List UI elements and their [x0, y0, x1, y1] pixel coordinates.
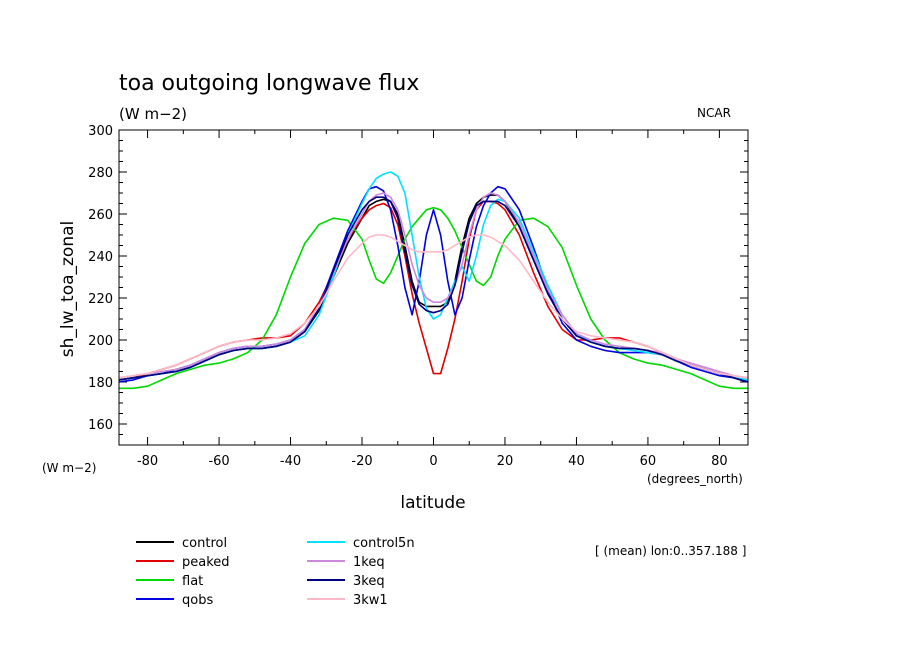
- y-tick-label: 240: [88, 250, 113, 265]
- mean-note: [ (mean) lon:0..357.188 ]: [595, 544, 746, 558]
- axis-ticks: -80 -60 -40 -20 0 20 40 60 80 160 180 200 220 240 260 2…: [88, 124, 748, 469]
- x-tick-label: 60: [640, 454, 657, 469]
- x-tick-label: -20: [351, 454, 372, 469]
- source-label: NCAR: [697, 106, 731, 120]
- chart-subtitle: (W m−2): [119, 105, 187, 123]
- x-tick-label: 80: [711, 454, 728, 469]
- chart-title: toa outgoing longwave flux: [119, 71, 419, 96]
- x-tick-label: 40: [568, 454, 585, 469]
- legend-label: qobs: [182, 593, 213, 608]
- legend-label: 3keq: [353, 574, 385, 589]
- legend-label: 3kw1: [353, 593, 388, 608]
- y-tick-label: 180: [88, 376, 113, 391]
- x-tick-label: 20: [497, 454, 514, 469]
- y-axis-label: sh_lw_toa_zonal: [58, 221, 78, 357]
- y-tick-label: 160: [88, 418, 113, 433]
- legend-label: control5n: [353, 536, 415, 551]
- series-line-3keq: [118, 196, 749, 383]
- y-tick-label: 220: [88, 292, 113, 307]
- series-line-flat: [119, 206, 748, 390]
- y-unit-label: (W m−2): [42, 461, 96, 475]
- y-tick-label: 200: [88, 334, 113, 349]
- series-lines: [118, 171, 749, 390]
- series-line-3kw1: [118, 234, 749, 379]
- legend-label: peaked: [182, 555, 230, 570]
- x-tick-label: -40: [280, 454, 301, 469]
- x-unit-label: (degrees_north): [647, 472, 743, 486]
- y-tick-label: 300: [88, 124, 113, 139]
- x-tick-label: -60: [208, 454, 229, 469]
- legend-label: control: [182, 536, 227, 551]
- legend-label: flat: [182, 574, 203, 589]
- legend: control peaked flat qobs control5n 1keq 3keq 3k…: [136, 536, 415, 608]
- y-tick-label: 280: [88, 166, 113, 181]
- series-line-1keq: [118, 192, 749, 379]
- x-tick-label: -80: [137, 454, 158, 469]
- legend-label: 1keq: [353, 555, 385, 570]
- plot-frame: [118, 129, 749, 446]
- x-tick-label: 0: [429, 454, 437, 469]
- y-tick-label: 260: [88, 208, 113, 223]
- x-axis-label: latitude: [400, 493, 465, 513]
